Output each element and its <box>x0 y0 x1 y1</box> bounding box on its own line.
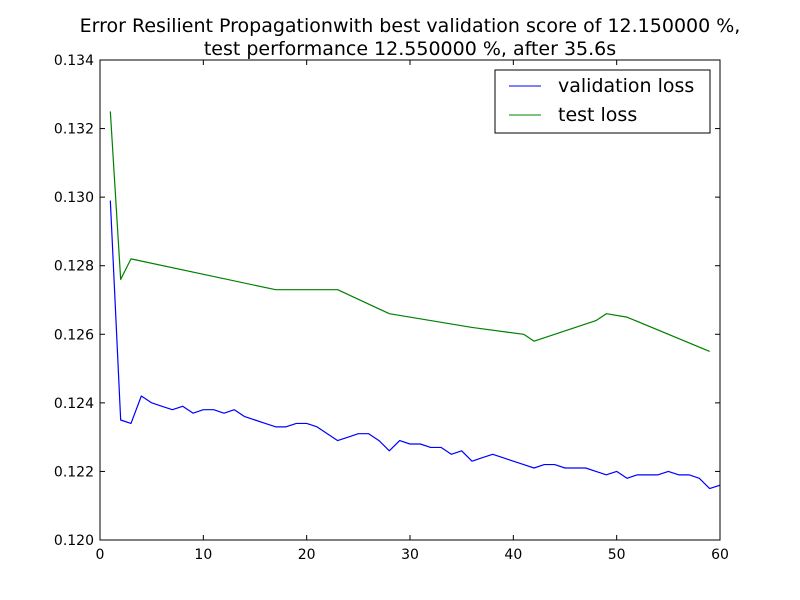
series-layer <box>109 111 721 490</box>
x-tick-label: 30 <box>401 547 419 563</box>
legend-validation-loss-label: validation loss <box>558 75 694 97</box>
y-tick-label: 0.132 <box>54 122 94 138</box>
x-tick-label: 20 <box>298 547 316 563</box>
y-tick-label: 0.124 <box>54 396 94 412</box>
x-tick-label: 10 <box>194 547 212 563</box>
x-tick-label: 40 <box>504 547 522 563</box>
legend: validation loss test loss <box>494 69 711 134</box>
legend-box <box>494 69 711 134</box>
legend-test-loss-label: test loss <box>558 104 637 126</box>
x-tick-label: 60 <box>711 547 729 563</box>
x-tick-label: 0 <box>96 547 105 563</box>
y-tick-label: 0.126 <box>54 327 94 343</box>
plot-frame <box>99 59 721 541</box>
y-tick-label: 0.128 <box>54 259 94 275</box>
test-loss-line <box>109 111 710 352</box>
chart-title-line-1: Error Resilient Propagationwith best val… <box>80 15 741 37</box>
y-tick-label: 0.130 <box>54 190 94 206</box>
validation-loss-line <box>109 200 721 490</box>
x-tick-label: 50 <box>608 547 626 563</box>
tick-layer: 0 10 20 30 40 50 60 0.120 0.122 0.124 0.126 0.128 0.… <box>54 53 729 563</box>
chart-title-line-2: test performance 12.550000 %, after 35.6… <box>204 38 616 60</box>
y-tick-label: 0.122 <box>54 464 94 480</box>
y-tick-label: 0.134 <box>54 53 94 69</box>
y-tick-label: 0.120 <box>54 533 94 549</box>
